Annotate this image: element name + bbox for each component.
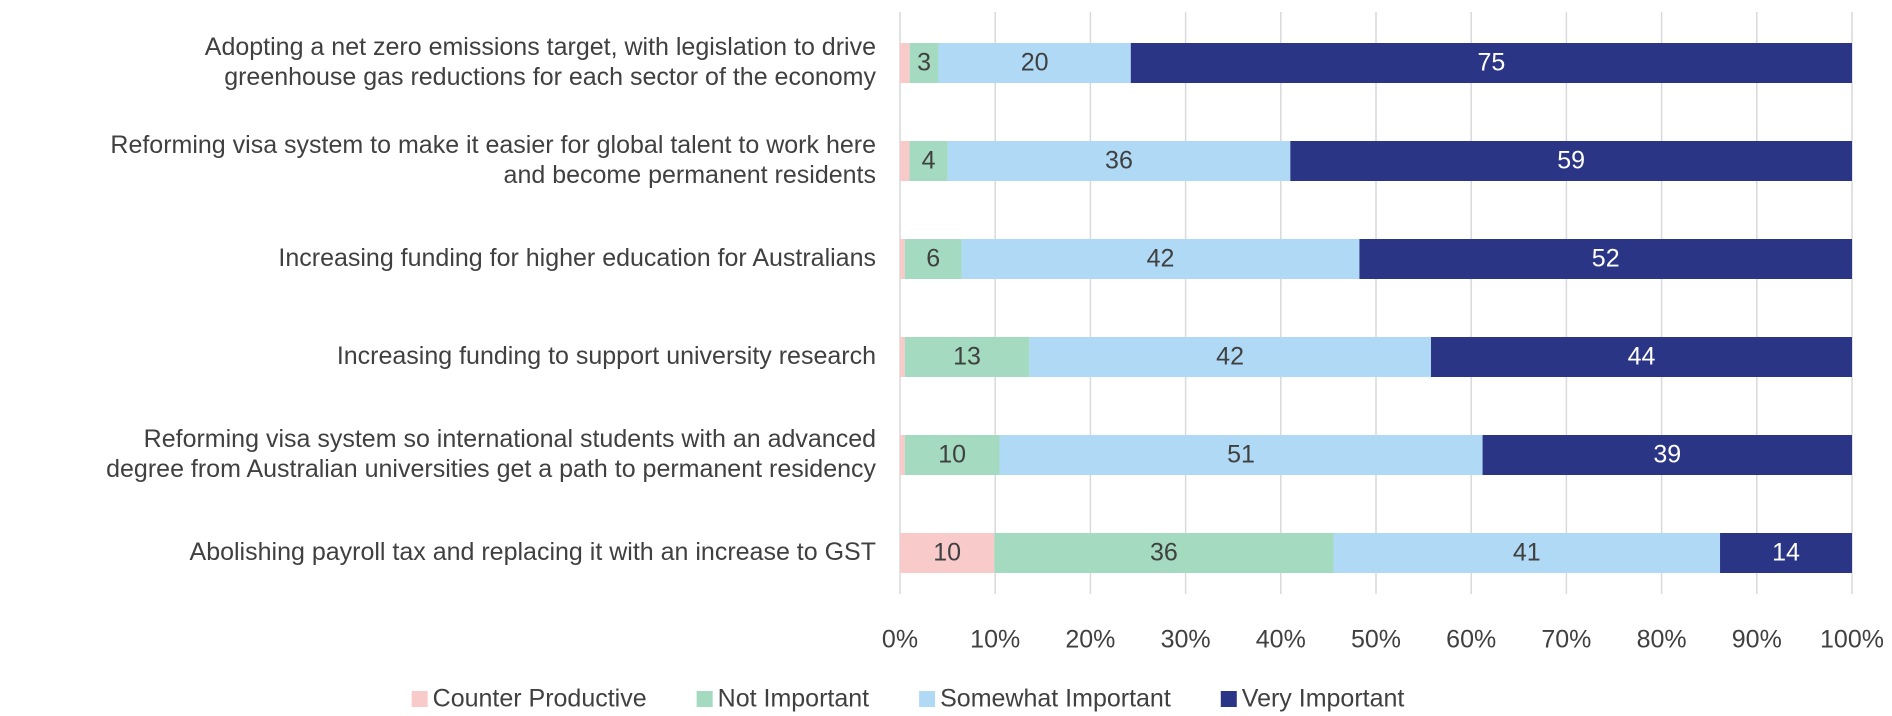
legend-swatch	[919, 691, 936, 707]
data-label: 10	[938, 441, 966, 469]
bar-segment	[994, 533, 1334, 573]
y-tick-label: Reforming visa system so international s…	[106, 425, 876, 483]
data-label: 13	[953, 343, 981, 371]
data-label: 41	[1513, 539, 1541, 567]
x-tick-label: 40%	[1256, 626, 1306, 654]
data-label: 42	[1216, 343, 1244, 371]
bar-segment	[1029, 337, 1432, 377]
data-label: 52	[1592, 245, 1620, 273]
bar-segment	[904, 435, 1000, 475]
data-label: 75	[1477, 49, 1505, 77]
legend-swatch	[1220, 691, 1237, 707]
x-tick-label: 80%	[1637, 626, 1687, 654]
bar-segment	[904, 337, 1030, 377]
bar-segment	[1720, 533, 1852, 573]
data-label: 20	[1021, 49, 1049, 77]
data-label: 42	[1147, 245, 1175, 273]
data-label: 59	[1557, 147, 1585, 175]
x-tick-label: 30%	[1161, 626, 1211, 654]
x-tick-label: 70%	[1541, 626, 1591, 654]
bar-segment	[900, 141, 910, 181]
y-tick-label: Increasing funding for higher education …	[278, 244, 876, 272]
bar-segment	[900, 337, 905, 377]
legend-label: Not Important	[718, 685, 870, 713]
bar-segment	[909, 43, 939, 83]
legend-label: Counter Productive	[433, 685, 647, 713]
bar-segment	[947, 141, 1291, 181]
x-tick-label: 60%	[1446, 626, 1496, 654]
data-label: 39	[1653, 441, 1681, 469]
y-tick-label: Increasing funding to support university…	[337, 342, 876, 370]
bar-segment	[909, 141, 948, 181]
bar-segment	[900, 435, 905, 475]
bar-segment	[938, 43, 1131, 83]
legend-swatch	[696, 691, 713, 707]
x-tick-label: 90%	[1732, 626, 1782, 654]
x-tick-label: 20%	[1065, 626, 1115, 654]
x-tick-label: 10%	[970, 626, 1020, 654]
y-tick-label: Adopting a net zero emissions target, wi…	[205, 33, 877, 91]
bar-segment	[904, 239, 962, 279]
bar-segment	[900, 533, 995, 573]
x-tick-label: 100%	[1820, 626, 1884, 654]
data-label: 51	[1227, 441, 1255, 469]
bar-segment	[1359, 239, 1852, 279]
bar-segment	[900, 43, 910, 83]
data-label: 10	[933, 539, 961, 567]
legend-label: Somewhat Important	[940, 685, 1171, 713]
bar-segment	[1290, 141, 1852, 181]
data-label: 44	[1628, 343, 1656, 371]
legend-label: Very Important	[1242, 685, 1405, 713]
bar-segment	[900, 239, 905, 279]
legend-swatch	[411, 691, 428, 707]
data-label: 4	[922, 147, 936, 175]
bar-segment	[1333, 533, 1721, 573]
y-tick-label: Reforming visa system to make it easier …	[110, 131, 876, 189]
bar-segment	[1482, 435, 1852, 475]
data-label: 6	[926, 245, 940, 273]
data-label: 14	[1772, 539, 1800, 567]
x-tick-label: 50%	[1351, 626, 1401, 654]
bar-segment	[1431, 337, 1852, 377]
bar-segment	[961, 239, 1360, 279]
y-tick-label: Abolishing payroll tax and replacing it …	[190, 538, 876, 566]
data-label: 36	[1105, 147, 1133, 175]
data-label: 36	[1150, 539, 1178, 567]
bar-segment	[1130, 43, 1852, 83]
bar-segment	[999, 435, 1483, 475]
x-tick-label: 0%	[882, 626, 918, 654]
data-label: 3	[917, 49, 931, 77]
